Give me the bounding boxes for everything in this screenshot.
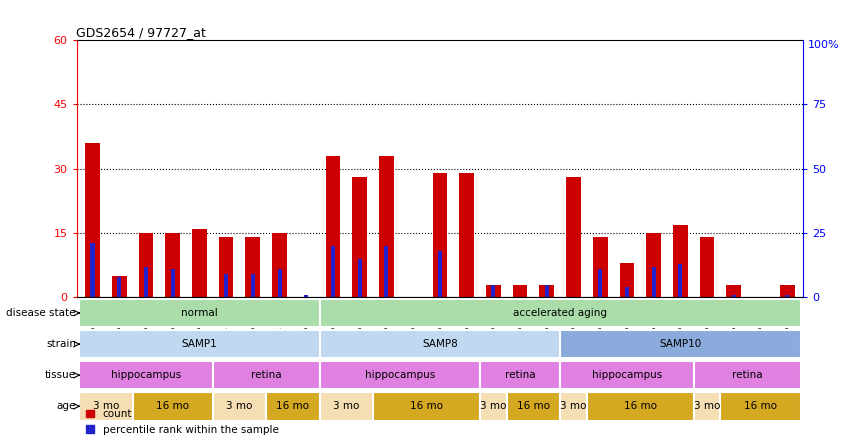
Text: 16 mo: 16 mo (156, 401, 190, 411)
Text: retina: retina (505, 370, 536, 380)
Text: hippocampus: hippocampus (592, 370, 662, 380)
Text: 3 mo: 3 mo (333, 401, 360, 411)
Bar (304, 295, 309, 297)
Bar (112, 276, 127, 297)
Bar (373, 392, 480, 420)
Bar (320, 299, 801, 327)
Bar (353, 177, 367, 297)
Bar (384, 246, 388, 297)
Bar (272, 233, 287, 297)
Bar (678, 264, 683, 297)
Bar (277, 269, 281, 297)
Bar (358, 259, 362, 297)
Text: disease state: disease state (7, 308, 76, 318)
Bar (171, 269, 175, 297)
Text: 16 mo: 16 mo (410, 401, 443, 411)
Bar (320, 392, 373, 420)
Bar (566, 177, 581, 297)
Text: retina: retina (732, 370, 762, 380)
Bar (212, 392, 266, 420)
Bar (507, 392, 560, 420)
Bar (480, 392, 507, 420)
Bar (491, 285, 496, 297)
Bar (90, 243, 94, 297)
Bar (598, 269, 603, 297)
Text: hippocampus: hippocampus (365, 370, 435, 380)
Text: 16 mo: 16 mo (517, 401, 550, 411)
Text: hippocampus: hippocampus (110, 370, 181, 380)
Bar (166, 233, 180, 297)
Bar (620, 263, 634, 297)
Bar (560, 330, 801, 358)
Bar (320, 361, 480, 389)
Bar (212, 361, 320, 389)
Bar (646, 233, 661, 297)
Text: strain: strain (46, 339, 76, 349)
Bar (266, 392, 320, 420)
Bar (320, 330, 560, 358)
Text: 16 mo: 16 mo (744, 401, 777, 411)
Bar (438, 251, 442, 297)
Legend: count, percentile rank within the sample: count, percentile rank within the sample (82, 405, 282, 439)
Bar (673, 225, 688, 297)
Text: retina: retina (251, 370, 281, 380)
Bar (480, 361, 560, 389)
Bar (433, 173, 447, 297)
Text: GDS2654 / 97727_at: GDS2654 / 97727_at (76, 26, 207, 39)
Text: 3 mo: 3 mo (226, 401, 252, 411)
Bar (251, 274, 255, 297)
Bar (586, 392, 694, 420)
Bar (133, 392, 212, 420)
Bar (694, 392, 721, 420)
Bar (700, 238, 714, 297)
Bar (652, 266, 655, 297)
Text: age: age (57, 401, 76, 411)
Bar (459, 173, 474, 297)
Bar (727, 285, 741, 297)
Bar (545, 285, 549, 297)
Bar (79, 361, 212, 389)
Text: 100%: 100% (808, 40, 839, 50)
Bar (246, 238, 260, 297)
Bar (218, 238, 234, 297)
Text: SAMP1: SAMP1 (182, 339, 218, 349)
Text: SAMP10: SAMP10 (660, 339, 701, 349)
Text: 16 mo: 16 mo (276, 401, 309, 411)
Bar (379, 156, 394, 297)
Bar (732, 295, 736, 297)
Bar (79, 330, 320, 358)
Bar (486, 285, 501, 297)
Bar (117, 277, 122, 297)
Bar (560, 392, 586, 420)
Bar (592, 238, 608, 297)
Bar (694, 361, 801, 389)
Bar (79, 299, 320, 327)
Bar (331, 246, 335, 297)
Bar (79, 392, 133, 420)
Bar (192, 229, 207, 297)
Text: normal: normal (181, 308, 218, 318)
Text: tissue: tissue (45, 370, 76, 380)
Bar (625, 287, 629, 297)
Bar (540, 285, 554, 297)
Bar (779, 285, 795, 297)
Bar (560, 361, 694, 389)
Bar (139, 233, 153, 297)
Bar (785, 295, 790, 297)
Text: SAMP8: SAMP8 (422, 339, 458, 349)
Text: 3 mo: 3 mo (694, 401, 720, 411)
Bar (513, 285, 527, 297)
Text: 3 mo: 3 mo (480, 401, 507, 411)
Bar (144, 266, 148, 297)
Text: 16 mo: 16 mo (624, 401, 657, 411)
Text: accelerated aging: accelerated aging (513, 308, 607, 318)
Bar (224, 274, 228, 297)
Bar (721, 392, 801, 420)
Text: 3 mo: 3 mo (560, 401, 586, 411)
Bar (85, 143, 100, 297)
Text: 3 mo: 3 mo (93, 401, 119, 411)
Bar (326, 156, 340, 297)
